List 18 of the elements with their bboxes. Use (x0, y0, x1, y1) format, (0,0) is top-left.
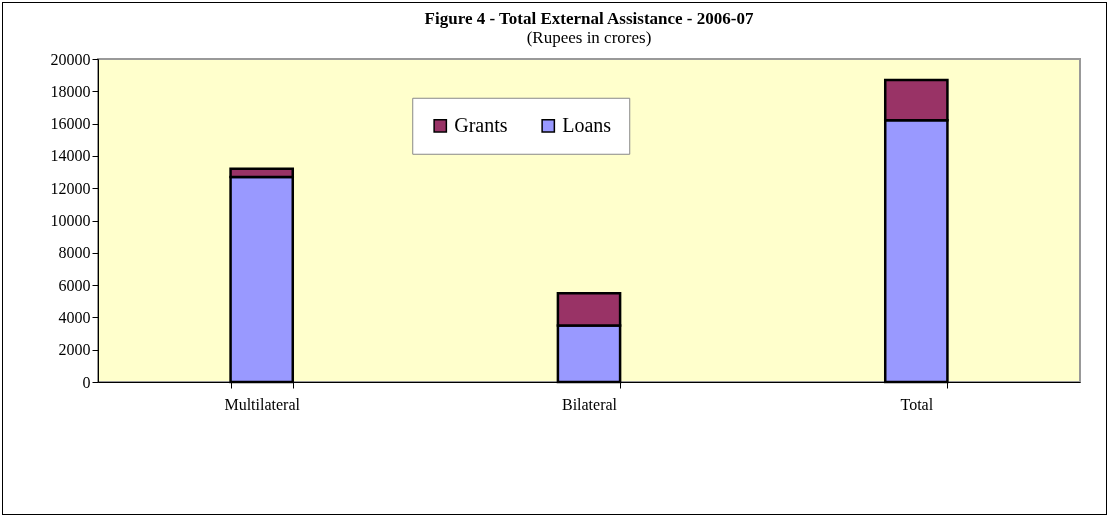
x-tick-label: Total (900, 395, 934, 413)
y-tick-label: 14000 (50, 147, 91, 165)
y-tick-label: 8000 (58, 244, 91, 262)
y-tick-label: 6000 (58, 276, 91, 294)
y-tick-label: 12000 (50, 179, 91, 197)
y-tick-label: 2000 (58, 341, 91, 359)
chart-title: Figure 4 - Total External Assistance - 2006-07 (424, 9, 754, 28)
y-tick-label: 18000 (50, 82, 91, 100)
y-tick-label: 10000 (50, 212, 91, 229)
chart-subtitle: (Rupees in crores) (526, 28, 652, 47)
y-tick-label: 0 (82, 373, 91, 391)
x-tick-label: Bilateral (561, 395, 618, 413)
legend-label: Grants (454, 113, 508, 136)
y-tick-label: 4000 (58, 308, 91, 326)
x-tick-label: Multilateral (224, 395, 301, 413)
y-tick-label: 20000 (50, 50, 91, 68)
y-tick-label: 16000 (50, 115, 91, 133)
legend-label: Loans (562, 113, 612, 136)
